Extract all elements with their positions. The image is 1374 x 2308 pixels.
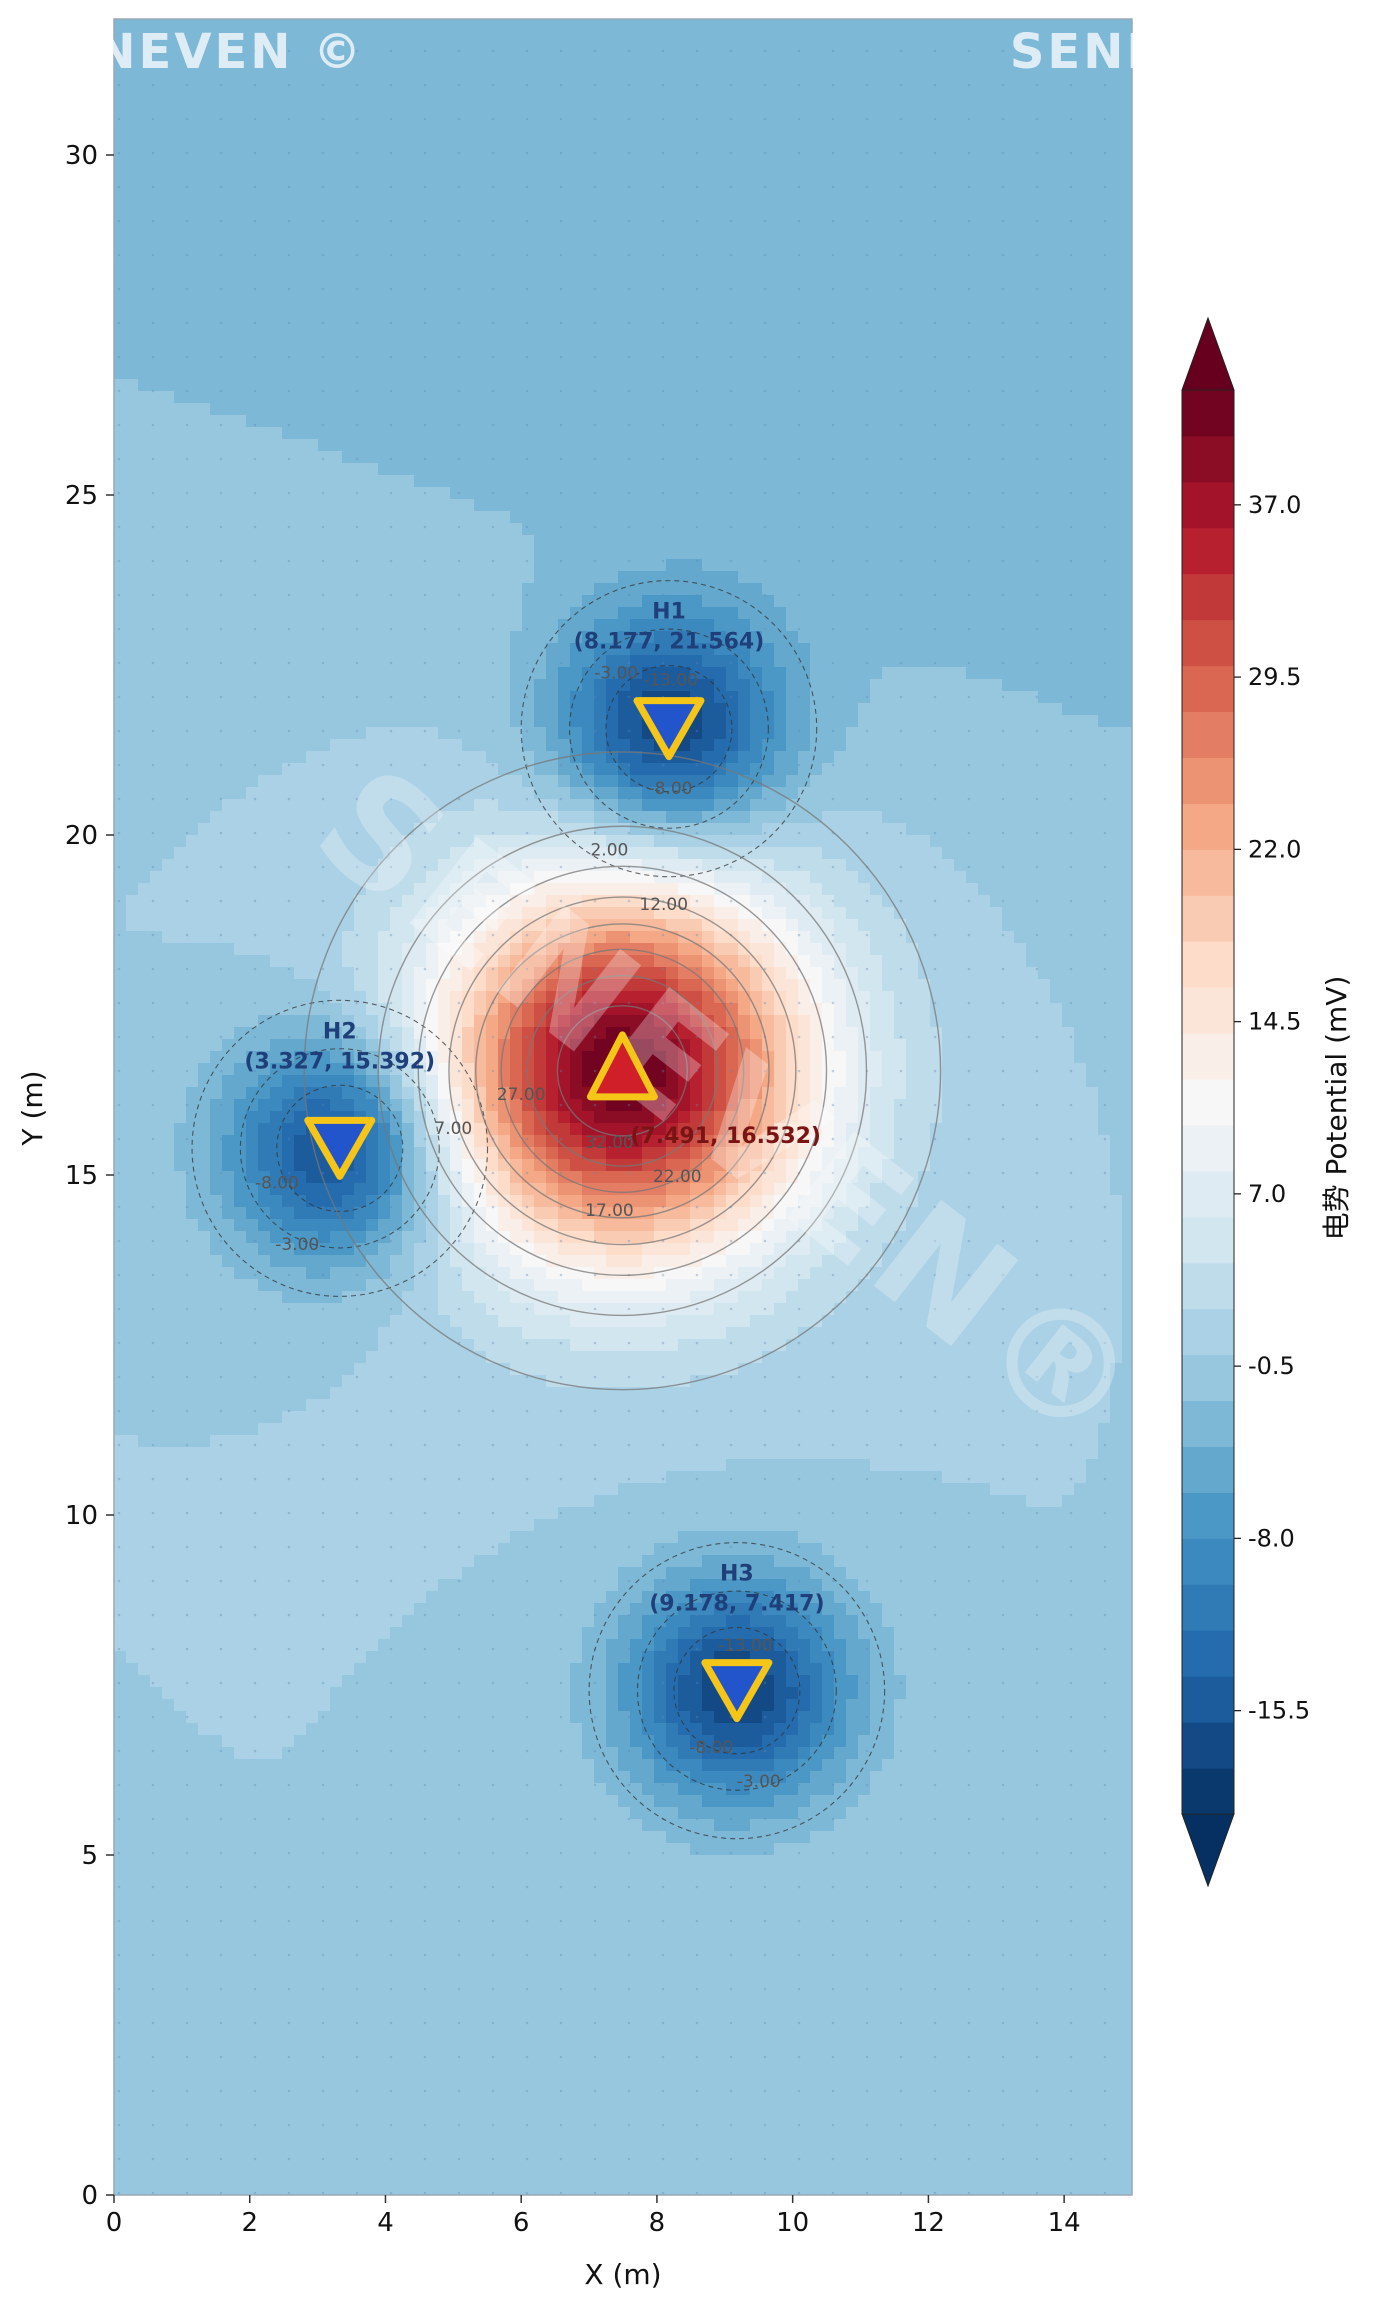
plot-area: 2.0012.007.0027.0032.0022.0017.00-3.00 -1… xyxy=(114,19,1132,2195)
